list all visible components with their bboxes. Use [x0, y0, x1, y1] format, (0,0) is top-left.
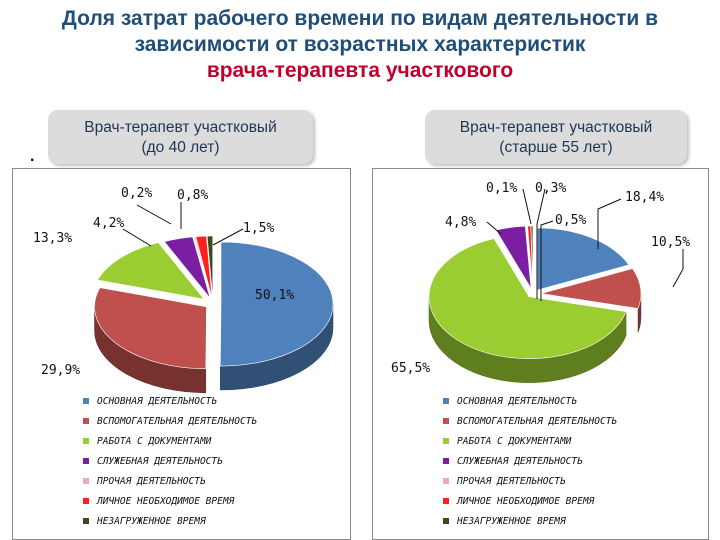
pie-slice-1 — [94, 287, 207, 370]
legend-label: НЕЗАГРУЖЕННОЕ ВРЕМЯ — [457, 515, 566, 527]
leader-line-5 — [212, 228, 244, 246]
legend-label: РАБОТА С ДОКУМЕНТАМИ — [97, 435, 212, 447]
page-title: Доля затрат рабочего времени по видам де… — [0, 6, 720, 84]
chart-2-title-line-1: Врач-терапевт участковый — [459, 119, 653, 136]
legend-swatch — [443, 518, 449, 524]
legend-item: РАБОТА С ДОКУМЕНТАМИ — [443, 431, 705, 451]
bullet-dot: . — [30, 148, 35, 165]
legend-label: ВСПОМОГАТЕЛЬНАЯ ДЕЯТЕЛЬНОСТЬ — [457, 415, 618, 427]
legend-label: РАБОТА С ДОКУМЕНТАМИ — [457, 435, 572, 447]
chart-1-legend: ОСНОВНАЯ ДЕЯТЕЛЬНОСТЬ ВСПОМОГАТЕЛЬНАЯ ДЕЯ… — [83, 391, 345, 531]
pie-slice-1 — [540, 268, 642, 309]
legend-swatch — [83, 458, 89, 464]
leader-line-0 — [597, 198, 622, 249]
legend-item: НЕЗАГРУЖЕННОЕ ВРЕМЯ — [443, 511, 705, 531]
legend-item: ВСПОМОГАТЕЛЬНАЯ ДЕЯТЕЛЬНОСТЬ — [83, 411, 345, 431]
legend-item: НЕЗАГРУЖЕННОЕ ВРЕМЯ — [83, 511, 345, 531]
legend-item: ЛИЧНОЕ НЕОБХОДИМОЕ ВРЕМЯ — [83, 491, 345, 511]
data-label-2: 65,5% — [391, 361, 430, 376]
legend-item: ОСНОВНАЯ ДЕЯТЕЛЬНОСТЬ — [83, 391, 345, 411]
pie-slice-0 — [537, 227, 630, 291]
legend-swatch — [443, 438, 449, 444]
leader-line-4 — [522, 188, 532, 225]
pie-slice-3 — [163, 236, 211, 299]
legend-label: СЛУЖЕБНАЯ ДЕЯТЕЛЬНОСТЬ — [97, 455, 223, 467]
pie-slice-5 — [195, 235, 213, 299]
legend-swatch — [443, 418, 449, 424]
pie-slice-0 — [219, 241, 334, 367]
data-label-4: 0,1% — [486, 181, 517, 196]
leader-line-1 — [672, 249, 684, 288]
data-label-5: 1,5% — [243, 221, 274, 236]
leader-line-5 — [540, 220, 554, 301]
data-label-3: 4,2% — [93, 216, 124, 231]
legend-swatch — [443, 498, 449, 504]
chart-2-title-line-2: (старше 55 лет) — [499, 139, 613, 156]
legend-swatch — [83, 418, 89, 424]
title-line-3: врача-терапевта участкового — [206, 59, 514, 82]
legend-swatch — [83, 398, 89, 404]
pie-slice-2 — [428, 238, 627, 359]
legend-swatch — [83, 438, 89, 444]
legend-item: СЛУЖЕБНАЯ ДЕЯТЕЛЬНОСТЬ — [443, 451, 705, 471]
legend-item: СЛУЖЕБНАЯ ДЕЯТЕЛЬНОСТЬ — [83, 451, 345, 471]
legend-swatch — [83, 478, 89, 484]
pie-slice-6 — [530, 225, 534, 289]
data-label-3: 4,8% — [445, 215, 476, 230]
legend-label: ЛИЧНОЕ НЕОБХОДИМОЕ ВРЕМЯ — [97, 495, 235, 507]
chart-2-header: Врач-терапевт участковый (старше 55 лет) — [425, 110, 687, 164]
chart-1-pie: 50,1% 29,9% 13,3% 4,2% 0,2% 1,5% 0,8% — [33, 186, 334, 394]
data-label-4: 0,2% — [121, 186, 152, 201]
legend-item: ПРОЧАЯ ДЕЯТЕЛЬНОСТЬ — [83, 471, 345, 491]
legend-label: ОСНОВНАЯ ДЕЯТЕЛЬНОСТЬ — [457, 395, 578, 407]
legend-item: ОСНОВНАЯ ДЕЯТЕЛЬНОСТЬ — [443, 391, 705, 411]
chart-2-legend: ОСНОВНАЯ ДЕЯТЕЛЬНОСТЬ ВСПОМОГАТЕЛЬНАЯ ДЕЯ… — [443, 391, 705, 531]
chart-1-panel: 50,1% 29,9% 13,3% 4,2% 0,2% 1,5% 0,8% ОСНОВНАЯ… — [12, 168, 351, 540]
chart-2-panel: 18,4% 10,5% 65,5% 4,8% 0,1% 0,5% 0,3% ОСНОВНАЯ… — [372, 168, 709, 540]
data-label-1: 29,9% — [41, 363, 80, 378]
legend-item: РАБОТА С ДОКУМЕНТАМИ — [83, 431, 345, 451]
data-label-6: 0,3% — [535, 181, 566, 196]
legend-label: СЛУЖЕБНАЯ ДЕЯТЕЛЬНОСТЬ — [457, 455, 583, 467]
chart-1-title-line-1: Врач-терапевт участковый — [84, 119, 277, 136]
data-label-6: 0,8% — [177, 188, 208, 203]
pie-slice-2 — [97, 242, 205, 300]
title-line-2: зависимости от возрастных характеристик — [134, 33, 586, 56]
legend-label: ПРОЧАЯ ДЕЯТЕЛЬНОСТЬ — [457, 475, 566, 487]
pie-slice-6 — [206, 235, 214, 299]
pie-slice-4 — [193, 236, 212, 299]
legend-label: ОСНОВНАЯ ДЕЯТЕЛЬНОСТЬ — [97, 395, 218, 407]
legend-item: ВСПОМОГАТЕЛЬНАЯ ДЕЯТЕЛЬНОСТЬ — [443, 411, 705, 431]
chart-1-header: Врач-терапевт участковый (до 40 лет) — [48, 110, 313, 164]
legend-swatch — [443, 458, 449, 464]
legend-item: ЛИЧНОЕ НЕОБХОДИМОЕ ВРЕМЯ — [443, 491, 705, 511]
leader-line-3 — [486, 221, 502, 235]
data-label-0: 18,4% — [625, 190, 664, 205]
leader-line-3 — [122, 228, 152, 247]
legend-label: ПРОЧАЯ ДЕЯТЕЛЬНОСТЬ — [97, 475, 206, 487]
title-line-1: Доля затрат рабочего времени по видам де… — [61, 7, 659, 30]
data-label-2: 13,3% — [33, 231, 72, 246]
legend-swatch — [443, 398, 449, 404]
legend-label: НЕЗАГРУЖЕННОЕ ВРЕМЯ — [97, 515, 206, 527]
legend-swatch — [83, 518, 89, 524]
legend-item: ПРОЧАЯ ДЕЯТЕЛЬНОСТЬ — [443, 471, 705, 491]
chart-2-pie: 18,4% 10,5% 65,5% 4,8% 0,1% 0,5% 0,3% — [391, 181, 690, 383]
leader-line-4 — [136, 204, 172, 225]
data-label-5: 0,5% — [555, 213, 586, 228]
data-label-0: 50,1% — [255, 288, 294, 303]
leader-line-6 — [536, 188, 546, 299]
chart-1-title-line-2: (до 40 лет) — [141, 139, 220, 156]
legend-label: ВСПОМОГАТЕЛЬНАЯ ДЕЯТЕЛЬНОСТЬ — [97, 415, 258, 427]
legend-swatch — [83, 498, 89, 504]
legend-label: ЛИЧНОЕ НЕОБХОДИМОЕ ВРЕМЯ — [457, 495, 595, 507]
legend-swatch — [443, 478, 449, 484]
data-label-1: 10,5% — [651, 235, 690, 250]
